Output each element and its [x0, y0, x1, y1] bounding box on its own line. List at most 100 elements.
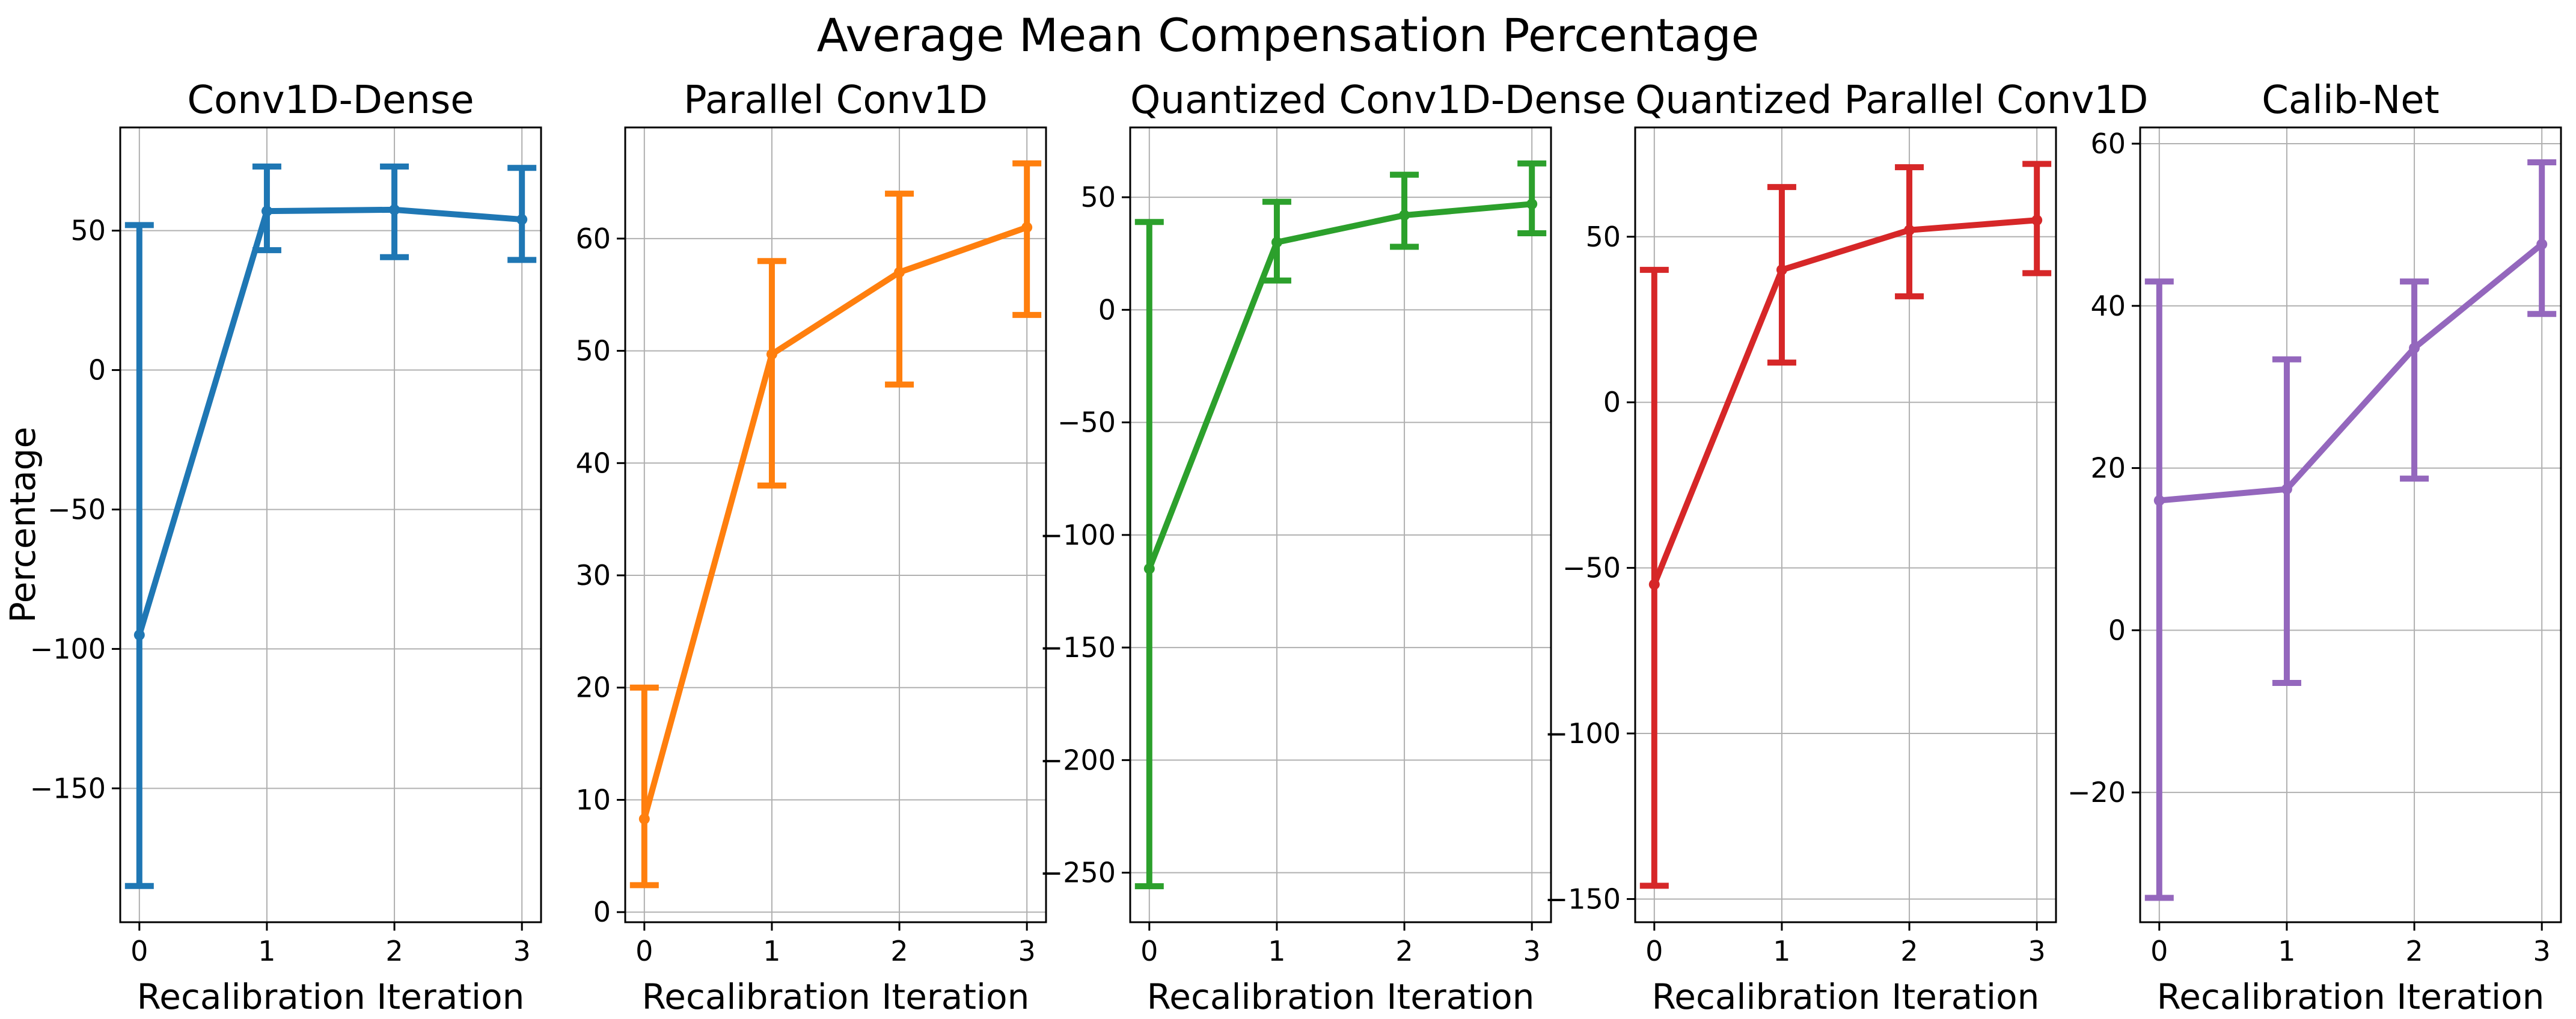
subplot-title: Quantized Conv1D-Dense: [1130, 78, 1626, 123]
svg-text:2: 2: [1395, 935, 1413, 967]
plot-background: [120, 127, 541, 922]
svg-text:60: 60: [575, 222, 611, 255]
svg-text:3: 3: [2028, 935, 2046, 967]
axis-tick-marks: [617, 237, 1028, 931]
subplot-plot-quantized-parallel-conv1d: 50 0 −50 −100 −150 0 1 2 3: [1545, 126, 2057, 967]
x-axis-label: Recalibration Iteration: [2156, 976, 2545, 1017]
axis-tick-marks: [112, 230, 523, 931]
y-tick-labels: 60 40 20 0 −20: [2067, 127, 2126, 809]
axes-frame: [2139, 126, 2562, 923]
error-bars: [2144, 159, 2557, 901]
svg-text:40: 40: [575, 447, 611, 479]
svg-text:−50: −50: [1562, 552, 1621, 584]
data-point-markers: [2153, 239, 2548, 506]
subplot-panel-parallel-conv1d: Parallel Conv1D 60 50 40 30 20 10 0 0 1 2 3 Recali…: [548, 67, 1053, 1017]
svg-text:2: 2: [385, 935, 403, 967]
svg-text:0: 0: [1603, 386, 1621, 418]
axes-frame: [624, 126, 1047, 923]
svg-text:0: 0: [2150, 935, 2168, 967]
svg-text:30: 30: [575, 559, 611, 592]
svg-text:−50: −50: [47, 493, 106, 525]
svg-text:−100: −100: [1545, 717, 1621, 750]
svg-text:0: 0: [1645, 935, 1663, 967]
subplot-row: Conv1D-Dense 50 0 −50 −100 −150 0 1 2 3 Recalibr…: [30, 67, 2568, 1017]
svg-text:2: 2: [890, 935, 908, 967]
svg-text:1: 1: [763, 935, 780, 967]
data-point-markers: [133, 204, 528, 641]
svg-text:−50: −50: [1057, 406, 1116, 439]
data-point-markers: [1143, 198, 1538, 575]
data-point-markers: [1648, 215, 2043, 590]
svg-text:1: 1: [1773, 935, 1790, 967]
svg-text:3: 3: [1018, 935, 1036, 967]
axis-tick-marks: [1122, 196, 1533, 931]
svg-text:1: 1: [2278, 935, 2295, 967]
svg-text:0: 0: [2108, 614, 2126, 646]
y-tick-labels: 50 0 −50 −100 −150: [30, 215, 106, 805]
svg-text:2: 2: [1900, 935, 1918, 967]
svg-text:50: 50: [1585, 221, 1621, 253]
subplot-plot-quantized-conv1d-dense: 50 0 −50 −100 −150 −200 −250 0 1 2 3: [1040, 126, 1552, 967]
svg-text:0: 0: [1140, 935, 1158, 967]
x-tick-labels: 0 1 2 3: [1140, 935, 1541, 967]
svg-text:50: 50: [1080, 181, 1116, 213]
svg-text:0: 0: [88, 354, 106, 387]
x-axis-label: Recalibration Iteration: [641, 976, 1030, 1017]
svg-text:1: 1: [1268, 935, 1285, 967]
x-tick-labels: 0 1 2 3: [1645, 935, 2046, 967]
subplot-title: Parallel Conv1D: [684, 78, 988, 123]
svg-text:0: 0: [593, 896, 611, 928]
axis-tick-marks: [1627, 236, 2038, 931]
subplot-title: Quantized Parallel Conv1D: [1635, 78, 2149, 123]
x-tick-labels: 0 1 2 3: [130, 935, 531, 967]
subplot-panel-quantized-parallel-conv1d: Quantized Parallel Conv1D 50 0 −50 −100 −150…: [1545, 67, 2149, 1017]
axes-frame: [1129, 126, 1552, 923]
svg-text:0: 0: [1098, 293, 1116, 326]
svg-text:0: 0: [635, 935, 653, 967]
data-line: [136, 206, 522, 636]
data-line: [641, 224, 1028, 820]
error-bars: [629, 160, 1042, 889]
svg-text:−150: −150: [30, 772, 106, 804]
svg-text:0: 0: [130, 935, 148, 967]
data-line: [1146, 201, 1532, 570]
plot-background: [2140, 127, 2561, 922]
plot-background: [1635, 127, 2056, 922]
y-tick-labels: 50 0 −50 −100 −150 −200 −250: [1040, 181, 1116, 889]
svg-text:60: 60: [2090, 127, 2126, 160]
axes-frame: [119, 126, 542, 923]
plot-background: [1130, 127, 1551, 922]
svg-text:10: 10: [575, 783, 611, 816]
svg-text:3: 3: [1523, 935, 1541, 967]
x-axis-label: Recalibration Iteration: [1146, 976, 1535, 1017]
svg-text:20: 20: [2090, 452, 2126, 485]
x-axis-label: Recalibration Iteration: [1651, 976, 2040, 1017]
subplot-plot-parallel-conv1d: 60 50 40 30 20 10 00 1 2 3: [575, 126, 1047, 967]
svg-text:50: 50: [70, 215, 106, 247]
svg-text:3: 3: [513, 935, 531, 967]
data-point-markers: [638, 222, 1033, 825]
plot-background: [625, 127, 1046, 922]
subplot-title: Conv1D-Dense: [187, 78, 474, 123]
x-axis-label: Recalibration Iteration: [136, 976, 525, 1017]
svg-text:50: 50: [575, 335, 611, 367]
subplot-plot-calib-net: 60 40 20 0 −20 0 1 2 3: [2067, 126, 2562, 967]
svg-text:1: 1: [258, 935, 275, 967]
axes-frame: [1634, 126, 2057, 923]
svg-text:20: 20: [575, 672, 611, 704]
svg-text:40: 40: [2090, 290, 2126, 322]
svg-text:2: 2: [2405, 935, 2423, 967]
svg-text:−100: −100: [1040, 519, 1116, 551]
x-tick-labels: 0 1 2 3: [2150, 935, 2551, 967]
svg-text:−250: −250: [1040, 857, 1116, 889]
y-axis-label: Percentage: [2, 426, 43, 623]
figure-title: Average Mean Compensation Percentage: [816, 8, 1760, 62]
svg-text:−150: −150: [1545, 883, 1621, 915]
data-line: [1651, 217, 2037, 586]
subplot-plot-conv1d-dense: 50 0 −50 −100 −150 0 1 2 3: [30, 126, 542, 967]
data-line: [2159, 242, 2544, 504]
subplot-title: Calib-Net: [2262, 78, 2440, 123]
subplot-panel-conv1d-dense: Conv1D-Dense 50 0 −50 −100 −150 0 1 2 3 Recalibr…: [30, 67, 548, 1017]
axis-tick-marks: [2132, 142, 2543, 931]
